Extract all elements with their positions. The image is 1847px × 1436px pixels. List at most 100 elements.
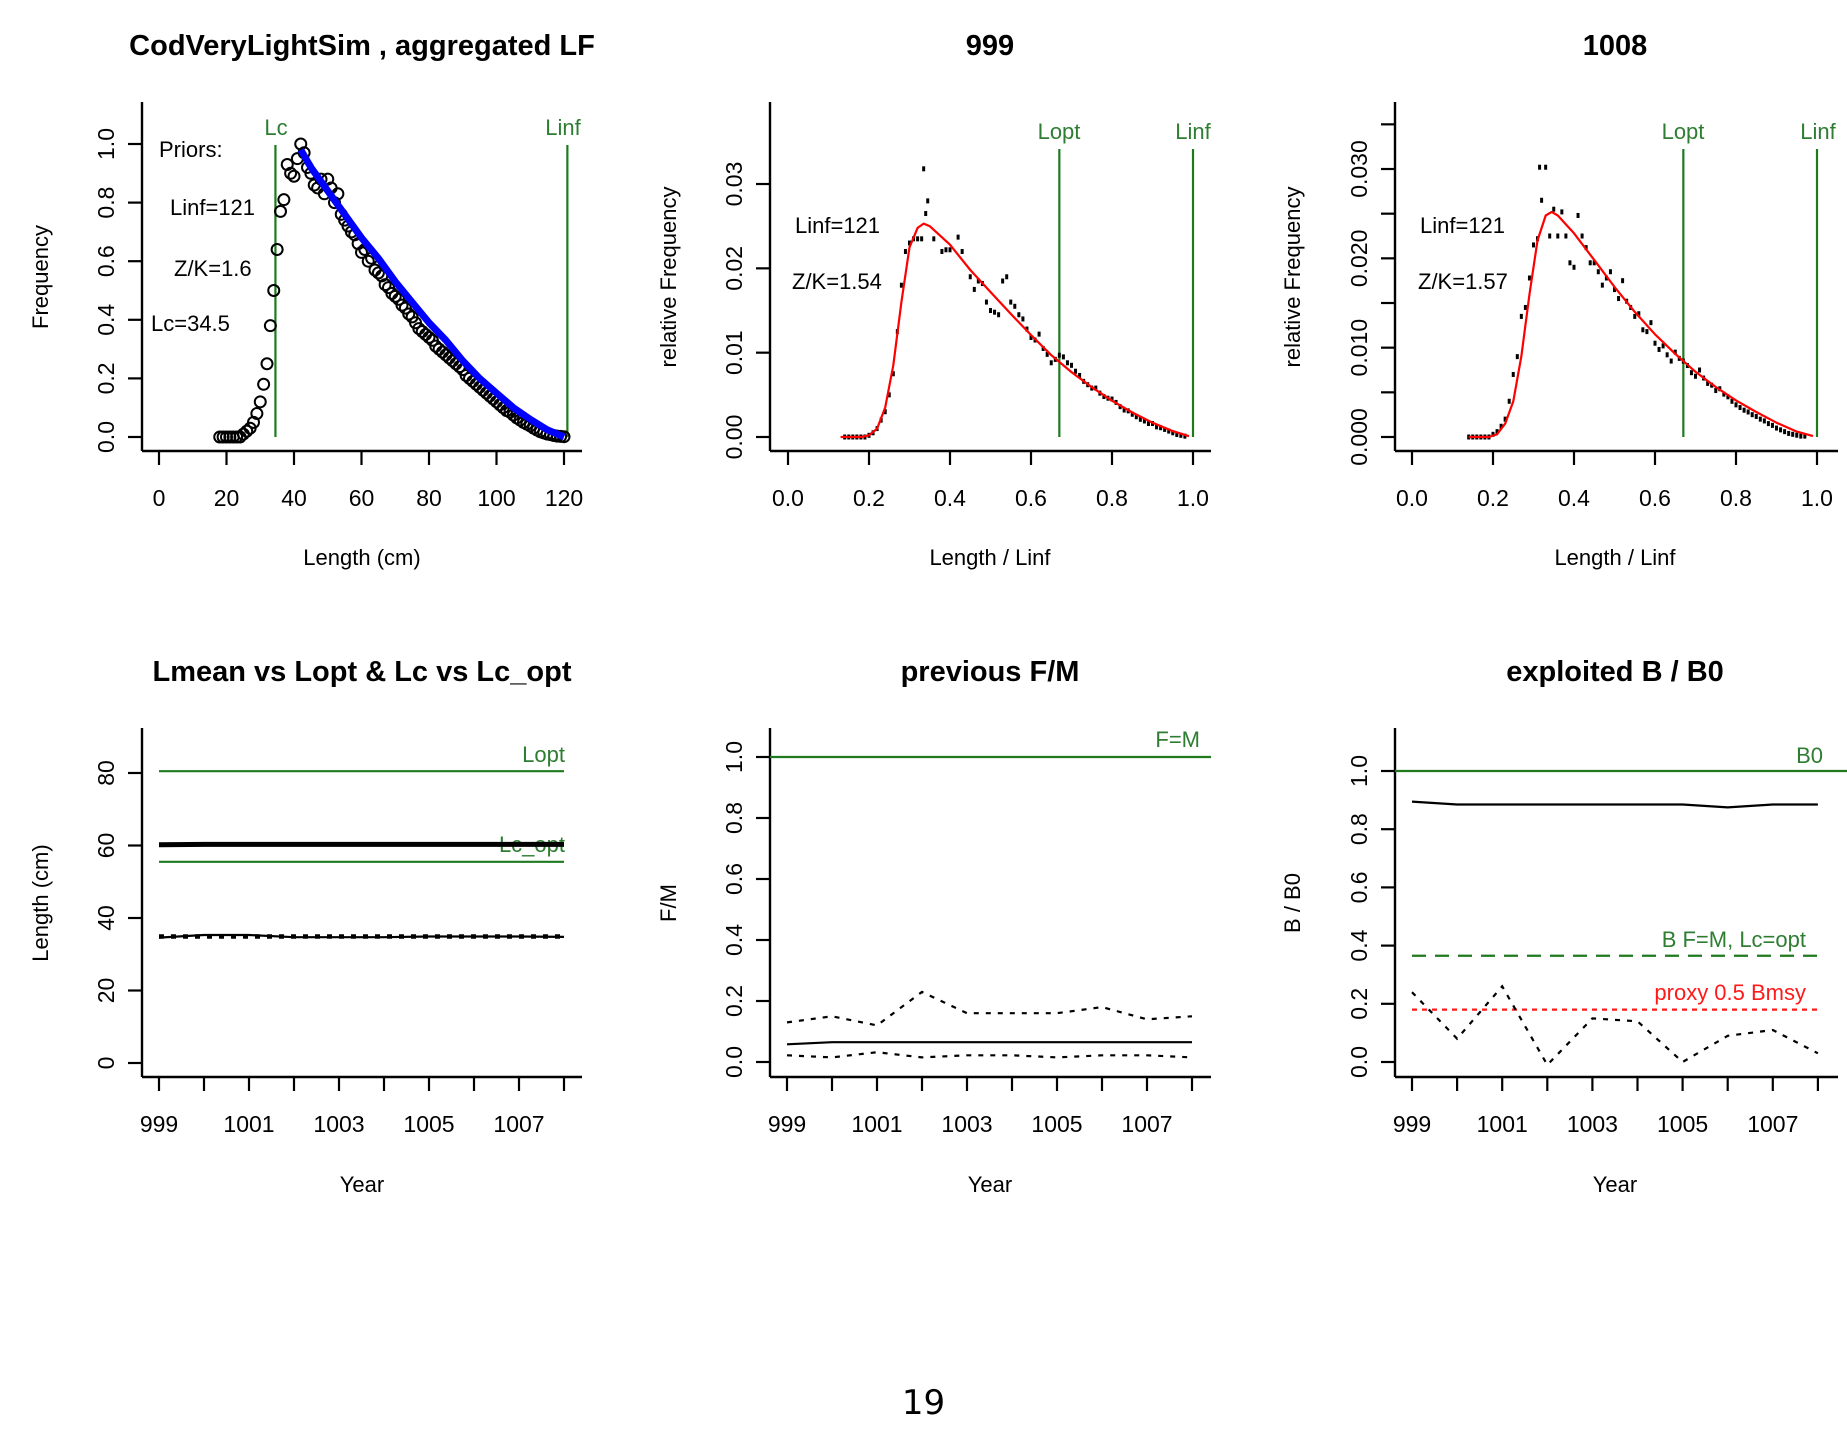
data-point [887,392,891,398]
data-point [1560,209,1564,215]
data-point [903,248,907,254]
data-point [1613,287,1616,293]
data-point [1094,385,1098,391]
x-tick-label: 0.2 [1477,485,1509,511]
data-point [263,319,277,333]
data-point [1527,275,1531,281]
fit-curve [840,222,1190,439]
data-point [1645,329,1649,335]
data-point [1608,269,1612,275]
x-tick-label: 1.0 [1177,485,1209,511]
x-tick-label: 1007 [1121,1111,1172,1137]
y-tick-label: 0 [93,1057,119,1070]
y-tick-label: 0.2 [93,362,119,394]
data-point [1779,427,1783,433]
data-point [1013,303,1017,309]
data-point [932,236,936,242]
data-point [948,247,952,253]
data-point [1134,414,1138,420]
x-tick-label: 0 [153,485,166,511]
data-point [422,330,436,344]
plot-marks: 0 20 40 60 80 100 120 0.0 0.2 0.4 0.6 0.8 1.0 [93,102,583,511]
y-tick-label: 0.010 [1346,319,1372,377]
fit-curve [1468,210,1814,439]
x-tick-label: 1.0 [1801,485,1833,511]
data-point [402,307,416,321]
plot-marks: 999 1001 1003 1005 1007 0 20 40 60 80 [93,728,582,1137]
data-point [1661,343,1665,349]
data-point [1523,304,1527,310]
y-tick-label: 80 [93,760,119,786]
y-tick-label: 0.01 [721,330,747,375]
data-point [1641,327,1645,333]
annotation-linf: Linf=121 [795,213,880,238]
x-tick-label: 80 [416,485,442,511]
x-axis-label: Length / Linf [1554,545,1676,570]
x-axis-label: Length / Linf [929,545,1051,570]
data-point [1552,206,1556,212]
y-axis-label: F/M [656,884,681,922]
data-point [1637,311,1641,317]
panel-year-1008-lf: 1008 Length / Linf relative Frequency Li… [1280,30,1838,570]
y-tick-label: 1.0 [721,741,747,773]
data-point [993,309,997,315]
x-tick-label: 1007 [493,1111,544,1137]
x-tick-label: 1005 [1031,1111,1082,1137]
annotation-zk: Z/K=1.54 [792,269,882,294]
y-tick-label: 0.8 [721,802,747,834]
data-point [274,204,287,218]
data-point [270,242,284,256]
x-tick-label: 1007 [1747,1111,1798,1137]
data-point [1791,431,1795,437]
data-point [1495,429,1499,435]
y-axis-label: Length (cm) [28,844,53,961]
data-point [1499,423,1503,429]
x-tick-label: 0.2 [853,485,885,511]
data-point [1714,388,1718,394]
data-point [1074,368,1078,374]
data-point [1734,402,1738,408]
x-tick-label: 999 [768,1111,806,1137]
data-point [1799,433,1803,439]
data-point [1633,313,1637,319]
data-point [1009,299,1013,305]
y-tick-label: 0.030 [1346,140,1372,198]
y-tick-label: 0.6 [1346,871,1372,903]
y-tick-label: 0.02 [721,246,747,291]
y-tick-label: 0.8 [93,187,119,219]
data-point [236,427,250,441]
data-point [1766,421,1770,427]
data-point [1576,212,1580,218]
data-point [1029,334,1033,340]
data-point [240,424,254,438]
panel-title: 1008 [1583,30,1648,62]
data-point [395,298,409,312]
x-tick-label: 1001 [1477,1111,1528,1137]
x-tick-label: 1003 [941,1111,992,1137]
data-point [1159,425,1163,431]
data-point [368,263,382,277]
data-point [1657,346,1661,352]
data-point [355,245,368,259]
data-point [1580,233,1584,239]
data-point [1146,421,1150,427]
data-point [1491,431,1495,437]
data-point [1592,260,1596,266]
y-axis-label: relative Frequency [1280,187,1305,368]
vline-label-linf: Linf [1800,119,1836,144]
data-point [260,357,274,371]
panel-lmean-lopt: Lmean vs Lopt & Lc vs Lc_opt Year Length… [28,656,582,1197]
data-point [922,166,926,172]
data-point [1049,360,1053,366]
series-f-m-lower [786,1051,1193,1059]
data-point [883,409,887,415]
data-point [1568,260,1572,266]
annotation-lc: Lc=34.5 [151,311,230,336]
x-tick-label: 1005 [1657,1111,1708,1137]
x-axis-label: Length (cm) [303,545,420,570]
data-point [1754,413,1758,419]
data-point [899,282,903,288]
x-tick-label: 1003 [1567,1111,1618,1137]
plot-marks: 999 1001 1003 1005 1007 0.0 0.2 0.4 0.6 0.8 1.0 [1346,728,1847,1137]
